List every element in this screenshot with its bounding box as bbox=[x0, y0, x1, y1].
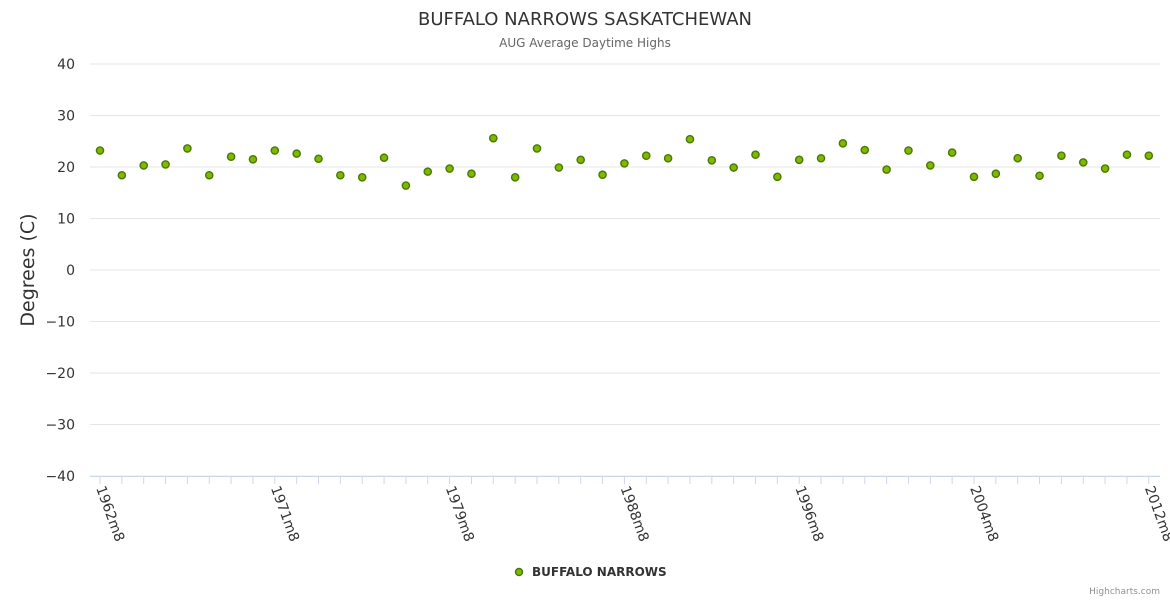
credits-link[interactable]: Highcharts.com bbox=[1089, 587, 1160, 597]
y-tick-label: −20 bbox=[45, 366, 75, 382]
data-point[interactable] bbox=[139, 161, 148, 170]
legend-item-buffalo-narrows[interactable]: BUFFALO NARROWS bbox=[532, 565, 667, 579]
y-tick-label: −40 bbox=[45, 469, 75, 485]
grid-lines bbox=[90, 63, 1160, 477]
data-point[interactable] bbox=[117, 170, 127, 180]
data-point[interactable] bbox=[1013, 153, 1023, 163]
data-point[interactable] bbox=[248, 154, 258, 164]
y-tick-label: −10 bbox=[45, 315, 75, 331]
x-tick-label: 1962m8 bbox=[92, 484, 127, 544]
legend[interactable]: BUFFALO NARROWS bbox=[514, 565, 667, 579]
data-point[interactable] bbox=[1100, 164, 1110, 173]
legend-marker-icon bbox=[514, 567, 524, 577]
data-point[interactable] bbox=[1035, 171, 1044, 181]
y-tick-label: 20 bbox=[57, 160, 75, 176]
data-point[interactable] bbox=[1078, 158, 1088, 167]
data-point[interactable] bbox=[183, 144, 192, 153]
data-point[interactable] bbox=[576, 155, 586, 165]
data-point[interactable] bbox=[95, 146, 105, 155]
y-tick-label: 10 bbox=[57, 212, 75, 228]
data-point[interactable] bbox=[904, 146, 913, 155]
y-axis-ticks: 40 30 20 10 0 −10 −20 −30 −40 bbox=[45, 57, 75, 485]
data-point[interactable] bbox=[445, 164, 454, 173]
data-point[interactable] bbox=[926, 161, 935, 170]
data-point[interactable] bbox=[379, 153, 389, 163]
y-tick-label: −30 bbox=[45, 418, 75, 434]
chart-subtitle: AUG Average Daytime Highs bbox=[499, 36, 671, 50]
data-point[interactable] bbox=[991, 169, 1001, 178]
data-point[interactable] bbox=[423, 167, 433, 176]
data-point[interactable] bbox=[1144, 151, 1154, 160]
y-tick-label: 40 bbox=[57, 57, 75, 73]
data-point[interactable] bbox=[882, 165, 891, 174]
data-point[interactable] bbox=[641, 151, 651, 160]
data-point[interactable] bbox=[794, 155, 804, 165]
data-point[interactable] bbox=[620, 159, 629, 168]
data-point[interactable] bbox=[226, 152, 236, 161]
data-point[interactable] bbox=[532, 144, 542, 153]
data-point[interactable] bbox=[969, 172, 979, 182]
data-point[interactable] bbox=[1122, 150, 1132, 159]
data-point[interactable] bbox=[751, 150, 760, 159]
data-point[interactable] bbox=[488, 133, 498, 143]
data-point[interactable] bbox=[510, 172, 520, 182]
x-tick-label: 1996m8 bbox=[791, 484, 826, 544]
data-point[interactable] bbox=[161, 160, 170, 169]
data-point[interactable] bbox=[336, 170, 345, 180]
x-axis: 1962m8 1971m8 1979m8 1988m8 1996m8 2004m8 2012… bbox=[90, 476, 1170, 544]
data-point[interactable] bbox=[860, 145, 870, 155]
data-point[interactable] bbox=[773, 172, 782, 182]
y-tick-label: 0 bbox=[66, 263, 75, 279]
data-point[interactable] bbox=[204, 170, 214, 180]
x-tick-label: 1988m8 bbox=[617, 484, 652, 544]
data-point[interactable] bbox=[816, 153, 826, 163]
data-points bbox=[95, 133, 1154, 190]
y-tick-label: 30 bbox=[57, 109, 75, 125]
data-point[interactable] bbox=[663, 153, 673, 163]
data-point[interactable] bbox=[598, 170, 607, 180]
data-point[interactable] bbox=[947, 148, 957, 157]
data-point[interactable] bbox=[1057, 151, 1066, 160]
x-tick-label: 2012m8 bbox=[1141, 484, 1170, 544]
data-point[interactable] bbox=[467, 169, 476, 178]
x-tick-label: 1971m8 bbox=[267, 484, 302, 544]
data-point[interactable] bbox=[292, 149, 301, 158]
x-tick-label: 2004m8 bbox=[966, 484, 1001, 544]
data-point[interactable] bbox=[729, 163, 738, 172]
x-tick-label: 1979m8 bbox=[442, 484, 477, 544]
data-point[interactable] bbox=[270, 146, 280, 155]
data-point[interactable] bbox=[357, 172, 367, 182]
data-point[interactable] bbox=[314, 154, 323, 164]
data-point[interactable] bbox=[685, 134, 695, 144]
data-point[interactable] bbox=[554, 163, 564, 172]
data-point[interactable] bbox=[401, 181, 411, 190]
data-point[interactable] bbox=[838, 139, 848, 148]
data-point[interactable] bbox=[707, 156, 717, 165]
chart-title: BUFFALO NARROWS SASKATCHEWAN bbox=[418, 9, 752, 30]
y-axis-title: Degrees (C) bbox=[17, 213, 39, 326]
